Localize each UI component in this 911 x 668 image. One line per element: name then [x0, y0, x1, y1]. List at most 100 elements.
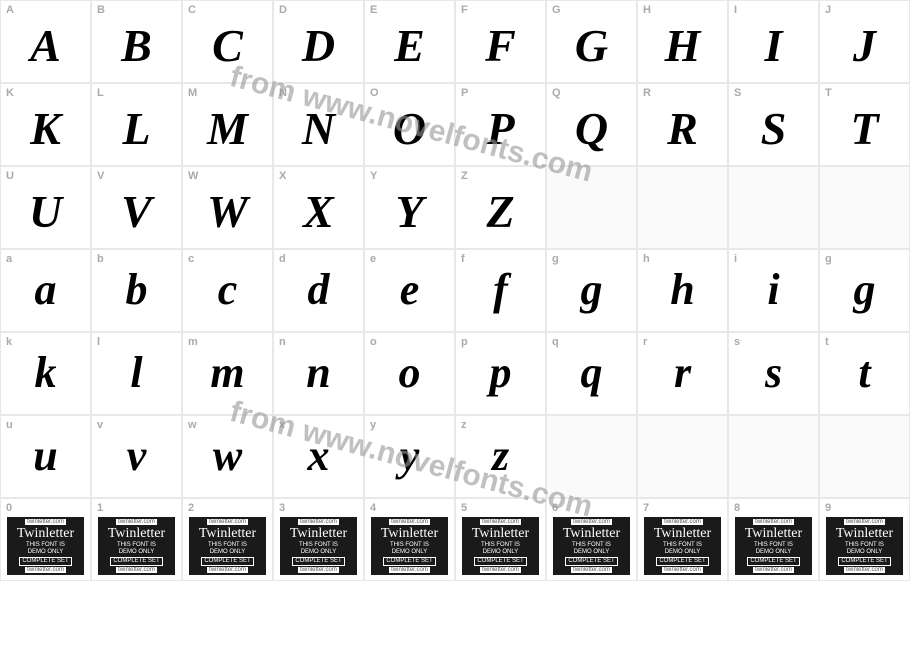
glyph-cell: ww [182, 415, 273, 498]
glyph: c [183, 268, 272, 312]
glyph-cell: uu [0, 415, 91, 498]
glyph: Z [456, 189, 545, 235]
badge-line: COMPLETE SET [383, 557, 435, 566]
cell-label: M [188, 87, 197, 99]
glyph: n [274, 351, 363, 395]
glyph: l [92, 351, 181, 395]
badge-brand: Twinletter [563, 527, 620, 541]
glyph-cell: WW [182, 166, 273, 249]
cell-label: L [97, 87, 104, 99]
glyph-cell: MM [182, 83, 273, 166]
glyph-cell: YY [364, 166, 455, 249]
cell-label: T [825, 87, 832, 99]
badge-url-bottom: twinletter.com [116, 567, 157, 573]
cell-label: N [279, 87, 287, 99]
cell-label: U [6, 170, 14, 182]
badge-url-bottom: twinletter.com [662, 567, 703, 573]
cell-label: c [188, 253, 194, 265]
glyph: k [1, 351, 90, 395]
cell-label: W [188, 170, 198, 182]
glyph: Q [547, 106, 636, 152]
glyph-cell: OO [364, 83, 455, 166]
glyph-cell: tt [819, 332, 910, 415]
glyph-cell: ZZ [455, 166, 546, 249]
demo-badge: twinletter.comTwinletterTHIS FONT ISDEMO… [280, 517, 357, 575]
cell-label: Q [552, 87, 561, 99]
glyph-cell: TT [819, 83, 910, 166]
grid-row: 0twinletter.comTwinletterTHIS FONT ISDEM… [0, 498, 911, 581]
cell-label: V [97, 170, 104, 182]
cell-label: 1 [97, 502, 103, 514]
glyph-cell: AA [0, 0, 91, 83]
glyph-cell: aa [0, 249, 91, 332]
badge-url-top: twinletter.com [116, 519, 157, 525]
glyph-cell: ll [91, 332, 182, 415]
digit-cell: 6twinletter.comTwinletterTHIS FONT ISDEM… [546, 498, 637, 581]
badge-line: DEMO ONLY [847, 549, 883, 556]
demo-badge: twinletter.comTwinletterTHIS FONT ISDEMO… [462, 517, 539, 575]
badge-line: THIS FONT IS [663, 542, 702, 549]
cell-label: m [188, 336, 198, 348]
glyph: D [274, 23, 363, 69]
badge-url-bottom: twinletter.com [389, 567, 430, 573]
badge-brand: Twinletter [108, 527, 165, 541]
empty-cell [819, 166, 910, 249]
glyph: z [456, 434, 545, 478]
grid-row: AABBCCDDEEFFGGHHIIJJ [0, 0, 911, 83]
digit-cell: 5twinletter.comTwinletterTHIS FONT ISDEM… [455, 498, 546, 581]
glyph: C [183, 23, 272, 69]
badge-url-top: twinletter.com [389, 519, 430, 525]
glyph: A [1, 23, 90, 69]
badge-line: COMPLETE SET [747, 557, 799, 566]
glyph: K [1, 106, 90, 152]
glyph: R [638, 106, 727, 152]
glyph-cell: BB [91, 0, 182, 83]
badge-url-top: twinletter.com [480, 519, 521, 525]
glyph: J [820, 23, 909, 69]
glyph-cell: rr [637, 332, 728, 415]
glyph: U [1, 189, 90, 235]
badge-line: THIS FONT IS [299, 542, 338, 549]
glyph: I [729, 23, 818, 69]
cell-label: 8 [734, 502, 740, 514]
glyph: O [365, 106, 454, 152]
digit-cell: 0twinletter.comTwinletterTHIS FONT ISDEM… [0, 498, 91, 581]
glyph: s [729, 351, 818, 395]
cell-label: o [370, 336, 377, 348]
badge-line: COMPLETE SET [565, 557, 617, 566]
glyph-cell: JJ [819, 0, 910, 83]
glyph-cell: SS [728, 83, 819, 166]
badge-url-top: twinletter.com [844, 519, 885, 525]
glyph: M [183, 106, 272, 152]
badge-line: COMPLETE SET [201, 557, 253, 566]
grid-row: uuvvwwxxyyzz [0, 415, 911, 498]
empty-cell [546, 415, 637, 498]
badge-line: THIS FONT IS [26, 542, 65, 549]
badge-line: DEMO ONLY [210, 549, 246, 556]
cell-label: u [6, 419, 13, 431]
badge-brand: Twinletter [290, 527, 347, 541]
badge-url-top: twinletter.com [571, 519, 612, 525]
glyph: Y [365, 189, 454, 235]
badge-line: THIS FONT IS [208, 542, 247, 549]
glyph: L [92, 106, 181, 152]
cell-label: g [825, 253, 832, 265]
glyph-cell: HH [637, 0, 728, 83]
cell-label: F [461, 4, 468, 16]
character-map-grid: AABBCCDDEEFFGGHHIIJJKKLLMMNNOOPPQQRRSSTT… [0, 0, 911, 581]
glyph: o [365, 351, 454, 395]
cell-label: 0 [6, 502, 12, 514]
empty-cell [637, 166, 728, 249]
badge-line: THIS FONT IS [845, 542, 884, 549]
glyph: g [820, 268, 909, 312]
cell-label: Z [461, 170, 468, 182]
glyph: N [274, 106, 363, 152]
digit-cell: 1twinletter.comTwinletterTHIS FONT ISDEM… [91, 498, 182, 581]
cell-label: 7 [643, 502, 649, 514]
glyph: x [274, 434, 363, 478]
badge-line: DEMO ONLY [483, 549, 519, 556]
badge-url-top: twinletter.com [753, 519, 794, 525]
digit-cell: 8twinletter.comTwinletterTHIS FONT ISDEM… [728, 498, 819, 581]
badge-url-top: twinletter.com [662, 519, 703, 525]
badge-line: COMPLETE SET [110, 557, 162, 566]
